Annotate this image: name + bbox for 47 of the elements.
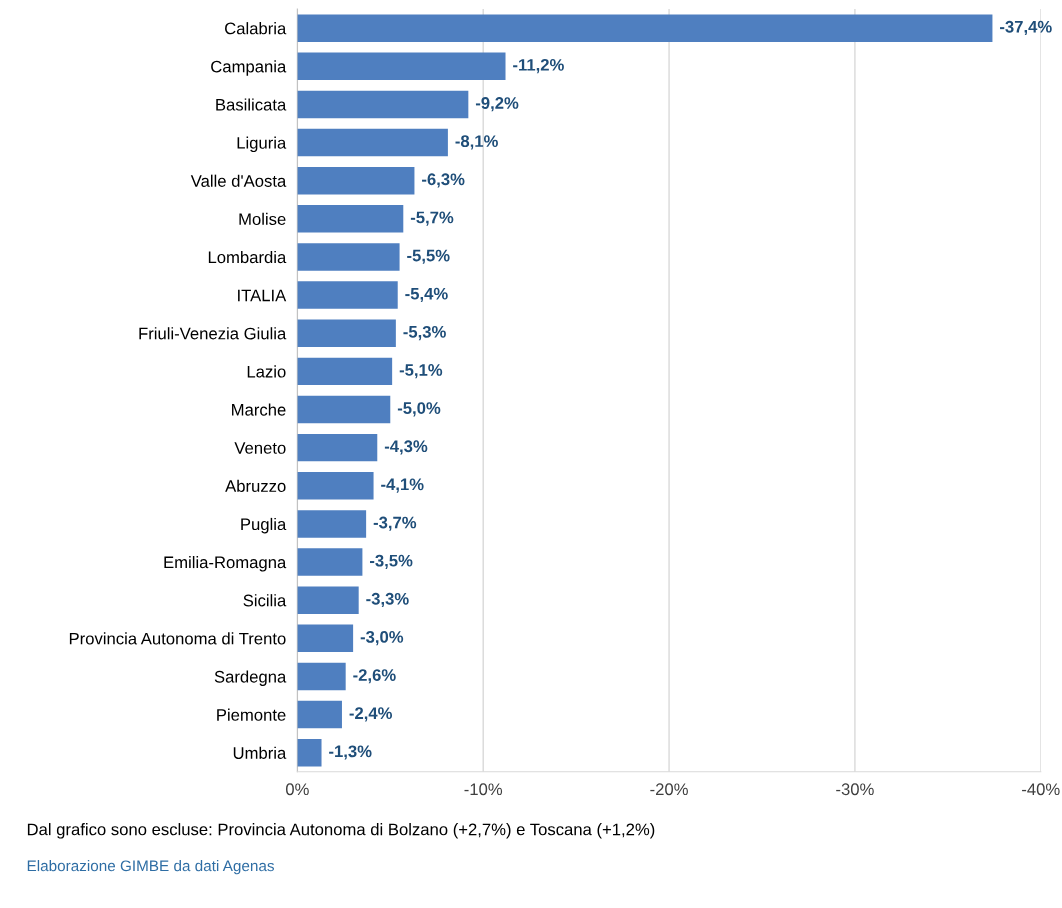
data-label: -4,1% bbox=[381, 478, 424, 493]
y-tick-label: Abruzzo bbox=[225, 479, 286, 492]
y-tick-label: Lombardia bbox=[208, 250, 287, 264]
y-tick-label: Calabria bbox=[225, 22, 287, 35]
y-tick-label: Sardegna bbox=[214, 670, 287, 686]
data-label: -5,4% bbox=[405, 287, 448, 302]
x-tick-label: -30% bbox=[836, 783, 874, 796]
data-label: -5,5% bbox=[407, 249, 450, 264]
y-tick-label: Marche bbox=[232, 403, 286, 416]
y-tick-label: Veneto bbox=[234, 442, 286, 454]
y-tick-label: Umbria bbox=[233, 746, 287, 759]
data-label: -9,2% bbox=[475, 97, 519, 112]
y-tick-label: Provincia Autonoma di Trento bbox=[69, 632, 286, 645]
x-tick-label: 0% bbox=[285, 783, 309, 796]
data-label: -1,3% bbox=[329, 745, 372, 760]
data-label: -5,7% bbox=[410, 211, 454, 226]
data-label: -4,3% bbox=[384, 440, 428, 455]
data-label: -3,3% bbox=[366, 592, 409, 608]
data-label: -5,3% bbox=[403, 325, 446, 341]
data-label: -3,7% bbox=[373, 516, 417, 531]
data-label: -5,1% bbox=[399, 364, 443, 379]
data-label: -11,2% bbox=[513, 58, 564, 74]
y-tick-label: ITALIA bbox=[238, 289, 287, 302]
data-label: -3,0% bbox=[360, 631, 404, 646]
data-label: -6,3% bbox=[422, 173, 465, 188]
y-tick-label: Campania bbox=[211, 60, 287, 76]
y-tick-label: Liguria bbox=[237, 136, 287, 153]
y-tick-label: Puglia bbox=[241, 517, 287, 534]
y-tick-label: Lazio bbox=[247, 365, 286, 378]
text: Elaborazione GIMBE da dati Agenas bbox=[27, 860, 274, 875]
y-tick-label: Friuli-Venezia Giulia bbox=[139, 327, 287, 340]
data-label: -2,4% bbox=[349, 707, 393, 722]
data-label: -8,1% bbox=[455, 135, 498, 150]
x-tick-label: -10% bbox=[464, 783, 503, 796]
x-tick-label: -20% bbox=[650, 783, 688, 796]
y-tick-label: Basilicata bbox=[216, 98, 287, 111]
x-tick-label: -40% bbox=[1022, 783, 1060, 796]
data-label: -5,0% bbox=[397, 402, 441, 417]
data-label: -3,5% bbox=[370, 554, 413, 569]
text: Dal grafico sono escluse: Provincia Autonoma di Bolzano (+2,7%) e Toscana (+1,2%) bbox=[27, 823, 655, 839]
y-tick-label: Molise bbox=[239, 212, 286, 226]
y-tick-label: Piemonte bbox=[217, 708, 286, 721]
y-tick-label: Emilia-Romagna bbox=[164, 556, 287, 572]
data-label: -2,6% bbox=[353, 669, 396, 684]
data-label: -37,4% bbox=[1000, 20, 1052, 36]
y-tick-label: Sicilia bbox=[243, 594, 287, 607]
y-tick-label: Valle d'Aosta bbox=[190, 174, 287, 187]
